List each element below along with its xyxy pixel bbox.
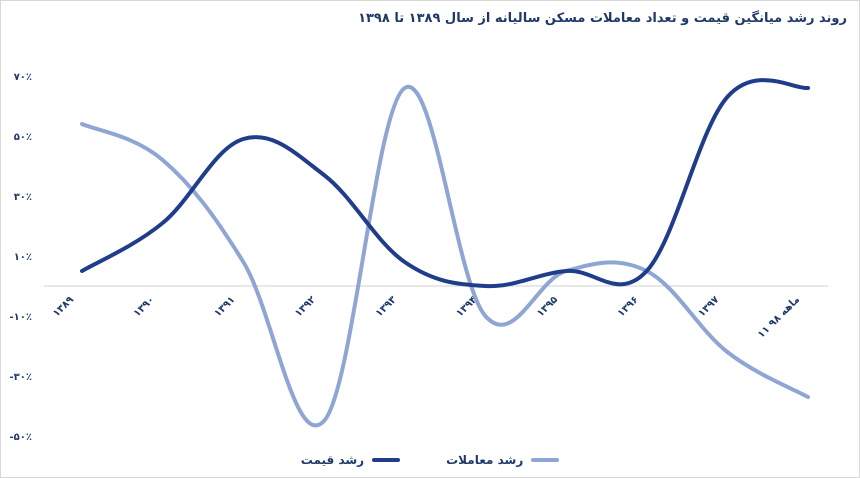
series-line-price xyxy=(80,78,810,289)
legend-swatch-price xyxy=(372,458,401,462)
x-tick-label: ۱۳۹۵ xyxy=(535,294,560,319)
x-tick-label: ۱۳۹۰ xyxy=(132,294,157,319)
legend: رشد معاملات رشد قیمت xyxy=(0,453,860,467)
x-tick-label: ۱۳۸۹ xyxy=(51,294,76,319)
y-tick-label: ۵۰٪ xyxy=(14,132,32,143)
y-tick-label: -۵۰٪ xyxy=(10,432,32,443)
legend-swatch-transactions xyxy=(531,458,560,462)
legend-label-price: رشد قیمت xyxy=(300,453,365,467)
x-tick-label: ۱۳۹۲ xyxy=(293,294,318,319)
x-tick-label: ۱۳۹۶ xyxy=(616,294,641,319)
series-line-transactions xyxy=(80,84,810,428)
y-tick-label: ۱۰٪ xyxy=(14,252,32,263)
x-tick-label: ۱۳۹۷ xyxy=(696,294,721,319)
y-tick-label: -۳۰٪ xyxy=(10,372,32,383)
x-tick-label: ۱۱ ماهه ۹۸ xyxy=(756,294,802,340)
y-tick-label: ۳۰٪ xyxy=(14,192,32,203)
y-tick-label: -۱۰٪ xyxy=(10,312,32,323)
x-tick-label: ۱۳۹۱ xyxy=(212,294,237,319)
legend-item-transactions: رشد معاملات xyxy=(446,453,560,467)
legend-label-transactions: رشد معاملات xyxy=(446,453,524,467)
legend-item-price: رشد قیمت xyxy=(300,453,401,467)
chart-title: روند رشد میانگین قیمت و تعداد معاملات مس… xyxy=(358,11,847,26)
x-tick-label: ۱۳۹۳ xyxy=(374,294,399,319)
y-tick-label: ۷۰٪ xyxy=(14,72,32,83)
